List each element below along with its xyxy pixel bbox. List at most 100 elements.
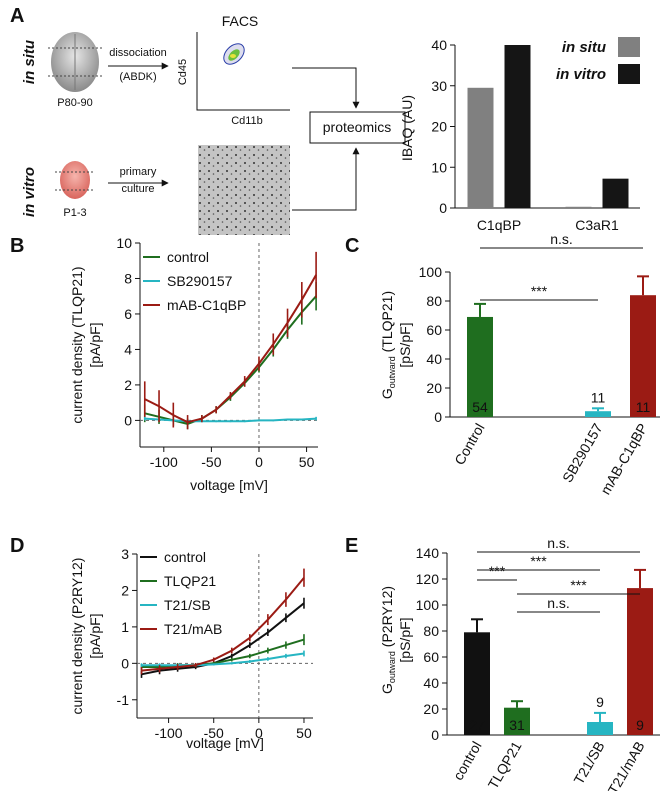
y-tick-label: 10 bbox=[116, 235, 132, 251]
x-tick-label: -50 bbox=[201, 454, 221, 470]
significance-label: *** bbox=[489, 563, 506, 579]
y-label-symbol: G bbox=[379, 388, 395, 399]
x-tick-label: 50 bbox=[296, 725, 312, 741]
bar bbox=[467, 316, 493, 417]
legend-label: control bbox=[167, 249, 209, 265]
legend-label: in vitro bbox=[556, 66, 606, 83]
legend-label: TLQP21 bbox=[164, 573, 216, 589]
series-line bbox=[141, 602, 305, 676]
x-tick-label: 0 bbox=[255, 725, 263, 741]
significance-label: *** bbox=[530, 553, 547, 569]
y-tick-label: 0 bbox=[434, 409, 442, 425]
x-tick-label: SB290157 bbox=[559, 420, 606, 485]
bar bbox=[587, 722, 613, 735]
significance-label: n.s. bbox=[547, 535, 570, 551]
y-tick-label: 140 bbox=[416, 545, 440, 561]
y-axis-label: [pA/pF] bbox=[87, 613, 103, 658]
legend-label: T21/SB bbox=[164, 597, 211, 613]
y-tick-label: 20 bbox=[431, 119, 447, 135]
bar bbox=[627, 588, 653, 735]
x-tick-label: C3aR1 bbox=[575, 217, 619, 233]
x-axis-label: voltage [mV] bbox=[190, 477, 268, 493]
y-tick-label: 60 bbox=[423, 649, 439, 665]
x-tick-label: mAB-C1qBP bbox=[597, 421, 651, 498]
facs-core bbox=[230, 54, 236, 58]
condition-label: in vitro bbox=[21, 167, 38, 217]
y-tick-label: 10 bbox=[431, 159, 447, 175]
panel-label: D bbox=[10, 535, 24, 557]
y-label-text: (TLQP21) bbox=[379, 291, 395, 356]
y-label-subscript: outward bbox=[387, 651, 397, 683]
panel-label: C bbox=[345, 235, 359, 257]
pup-brain bbox=[60, 161, 90, 199]
significance-label: *** bbox=[570, 577, 587, 593]
y-tick-label: 80 bbox=[423, 623, 439, 639]
n-label: 27 bbox=[469, 717, 485, 733]
y-tick-label: 8 bbox=[124, 270, 132, 286]
y-tick-label: 20 bbox=[423, 701, 439, 717]
workflow-diagram: in situ in vitro P80-90 P1-3 dissociatio… bbox=[21, 13, 406, 235]
bar bbox=[585, 411, 611, 417]
panel-label: A bbox=[10, 5, 24, 27]
step-label: primary bbox=[120, 166, 157, 178]
significance-label: n.s. bbox=[547, 595, 570, 611]
condition-label: in situ bbox=[21, 40, 38, 84]
arrow bbox=[292, 147, 360, 211]
culture-image bbox=[198, 145, 290, 235]
y-tick-label: 100 bbox=[416, 597, 440, 613]
x-tick-label: 50 bbox=[299, 454, 315, 470]
y-tick-label: 0 bbox=[439, 200, 447, 216]
x-tick-label: control bbox=[450, 739, 485, 783]
step-label: dissociation bbox=[109, 47, 166, 59]
x-tick-label: T21/SB bbox=[570, 739, 607, 787]
x-axis-label: voltage [mV] bbox=[186, 735, 264, 751]
n-label: 31 bbox=[509, 717, 525, 733]
series-line bbox=[141, 577, 305, 672]
n-label: 54 bbox=[472, 399, 488, 415]
x-tick-label: C1qBP bbox=[477, 217, 521, 233]
y-tick-label: 20 bbox=[426, 380, 442, 396]
y-tick-label: 40 bbox=[423, 675, 439, 691]
n-label: 11 bbox=[636, 399, 651, 415]
arrow bbox=[292, 67, 360, 109]
x-tick-label: 0 bbox=[255, 454, 263, 470]
significance-label: *** bbox=[531, 283, 548, 299]
bar bbox=[630, 295, 656, 417]
legend-label: mAB-C1qBP bbox=[167, 297, 246, 313]
y-tick-label: 2 bbox=[124, 377, 132, 393]
bar bbox=[467, 87, 494, 208]
step-label: (ABDK) bbox=[119, 71, 156, 83]
proteomics-label: proteomics bbox=[323, 119, 391, 135]
bar bbox=[504, 707, 530, 735]
y-tick-label: 4 bbox=[124, 341, 132, 357]
step-label: culture bbox=[121, 183, 154, 195]
y-tick-label: 40 bbox=[426, 351, 442, 367]
x-tick-label: -100 bbox=[150, 454, 178, 470]
y-axis-label: current density (TLQP21) bbox=[69, 266, 85, 423]
x-tick-label: TLQP21 bbox=[485, 738, 525, 791]
bar bbox=[565, 206, 592, 208]
y-axis-label: current density (P2RY12) bbox=[69, 558, 85, 715]
bar bbox=[504, 45, 531, 208]
legend-label: SB290157 bbox=[167, 273, 233, 289]
y-tick-label: 40 bbox=[431, 37, 447, 53]
age-label: P80-90 bbox=[57, 97, 92, 109]
y-tick-label: 0 bbox=[124, 412, 132, 428]
bar bbox=[464, 632, 490, 735]
y-tick-label: 3 bbox=[121, 546, 129, 562]
n-label: 9 bbox=[636, 717, 644, 733]
significance-label: n.s. bbox=[550, 231, 573, 247]
y-tick-label: 120 bbox=[416, 571, 440, 587]
x-tick-label: -100 bbox=[155, 725, 183, 741]
x-tick-label: Control bbox=[451, 421, 487, 468]
y-tick-label: 2 bbox=[121, 582, 129, 598]
y-tick-label: 30 bbox=[431, 78, 447, 94]
y-tick-label: 0 bbox=[121, 655, 129, 671]
y-axis-label: [pA/pF] bbox=[87, 322, 103, 367]
y-tick-label: 0 bbox=[431, 727, 439, 743]
facs-axis-label: Cd45 bbox=[177, 59, 189, 85]
y-tick-label: 1 bbox=[121, 619, 129, 635]
y-axis-label: Goutward (TLQP21) bbox=[379, 291, 397, 399]
